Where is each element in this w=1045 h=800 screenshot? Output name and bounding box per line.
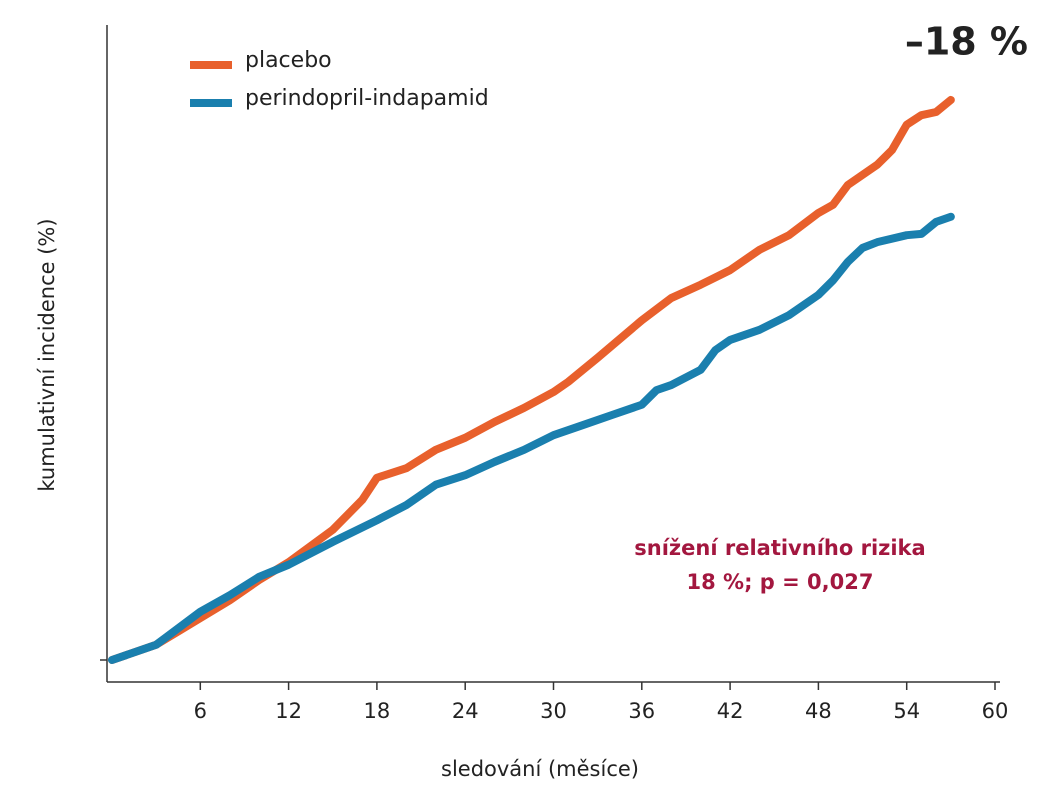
headline: –18 % [905, 20, 1028, 64]
annotation: 18 %; p = 0,027 [687, 570, 874, 594]
x-axis-label: sledování (měsíce) [441, 757, 639, 781]
x-tick-label: 6 [194, 699, 207, 723]
annotation: snížení relativního rizika [634, 536, 925, 560]
x-tick-label: 42 [717, 699, 744, 723]
x-tick-label: 60 [982, 699, 1009, 723]
x-tick-label: 18 [364, 699, 391, 723]
x-tick-label: 12 [275, 699, 302, 723]
x-tick-label: 48 [805, 699, 832, 723]
y-axis-label: kumulativní incidence (%) [35, 218, 59, 491]
legend-label: placebo [245, 48, 332, 73]
x-tick-label: 54 [893, 699, 920, 723]
x-tick-label: 30 [540, 699, 567, 723]
data-line [108, 212, 955, 664]
legend-label: perindopril-indapamid [245, 86, 489, 111]
x-tick-label: 36 [628, 699, 655, 723]
x-tick-label: 24 [452, 699, 479, 723]
